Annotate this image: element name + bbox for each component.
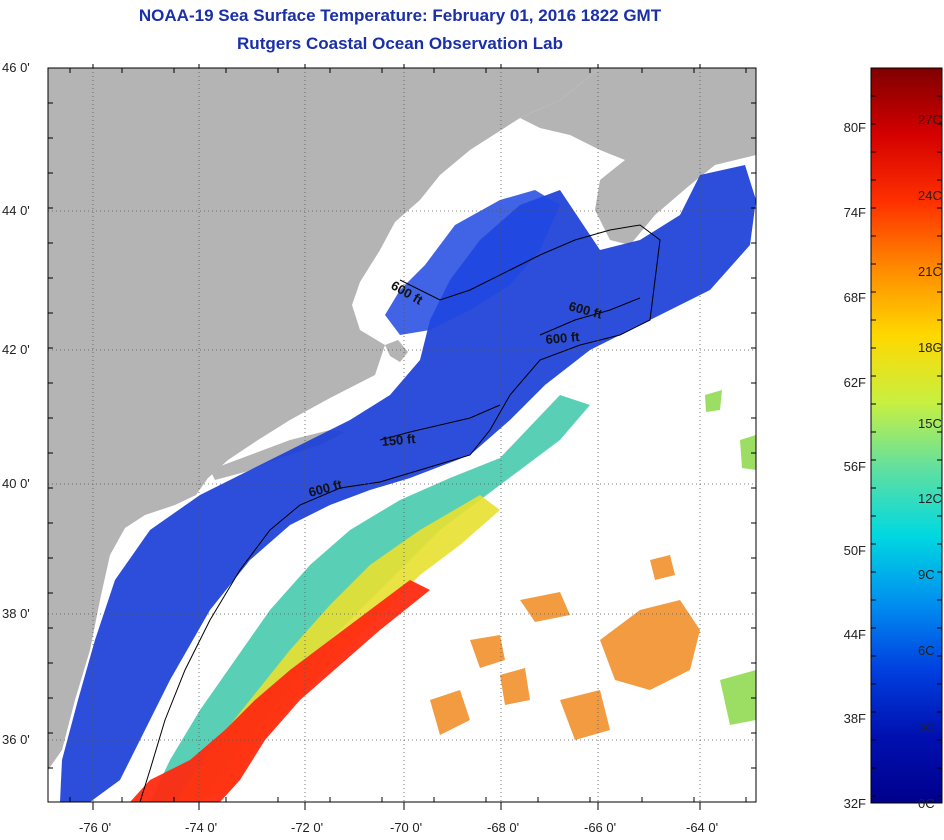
- colorbar-c-label: 21C: [918, 264, 942, 279]
- colorbar-f-label: 80F: [844, 120, 866, 135]
- axis-ticks: [48, 64, 756, 810]
- sst-green-patches: [705, 390, 756, 725]
- latitude-label: 42 0': [2, 342, 30, 357]
- colorbar-ticks: [871, 67, 942, 797]
- contour-label: 150 ft: [381, 431, 417, 449]
- colorbar-celsius-labels: 27C 24C 21C 18C 15C 12C 9C 6C 3C 0C: [918, 112, 942, 811]
- land-cape-cod: [385, 340, 408, 362]
- land-nova-scotia: [520, 68, 756, 245]
- colorbar-c-label: 18C: [918, 340, 942, 355]
- sst-orange-patches: [430, 555, 700, 740]
- latitude-label: 46 0': [2, 60, 30, 75]
- sst-warm-band: [130, 580, 430, 802]
- colorbar: [870, 67, 943, 804]
- contour-label: 600 ft: [545, 329, 581, 347]
- colorbar-c-label: 27C: [918, 112, 942, 127]
- colorbar-f-label: 74F: [844, 205, 866, 220]
- colorbar-f-label: 32F: [844, 796, 866, 811]
- longitude-label: -72 0': [291, 820, 323, 835]
- colorbar-c-label: 3C: [918, 720, 935, 735]
- sst-cold-gulf-maine: [385, 190, 560, 335]
- map-panel: [48, 68, 756, 802]
- longitude-labels: -76 0' -74 0' -72 0' -70 0' -68 0' -66 0' -64 …: [79, 820, 718, 835]
- land-mainland: [48, 68, 600, 770]
- longitude-label: -70 0': [390, 820, 422, 835]
- colorbar-f-label: 38F: [844, 711, 866, 726]
- longitude-label: -74 0': [185, 820, 217, 835]
- longitude-label: -66 0': [584, 820, 616, 835]
- map-title: NOAA-19 Sea Surface Temperature: Februar…: [138, 6, 662, 25]
- longitude-label: -76 0': [79, 820, 111, 835]
- longitude-label: -68 0': [487, 820, 519, 835]
- sst-cold-band: [60, 165, 756, 802]
- latitude-label: 44 0': [2, 203, 30, 218]
- colorbar-c-label: 6C: [918, 643, 935, 658]
- map-subtitle: Rutgers Coastal Ocean Observation Lab: [237, 34, 563, 53]
- latitude-label: 40 0': [2, 476, 30, 491]
- bathymetry-contours: [139, 224, 661, 802]
- colorbar-f-label: 56F: [844, 459, 866, 474]
- colorbar-c-label: 15C: [918, 416, 942, 431]
- colorbar-c-label: 9C: [918, 567, 935, 582]
- colorbar-f-label: 50F: [844, 543, 866, 558]
- latitude-label: 36 0': [2, 732, 30, 747]
- colorbar-f-label: 44F: [844, 627, 866, 642]
- colorbar-c-label: 24C: [918, 188, 942, 203]
- map-frame: [47, 67, 757, 803]
- colorbar-c-label: 12C: [918, 491, 942, 506]
- latitude-label: 38 0': [2, 606, 30, 621]
- colorbar-f-label: 68F: [844, 290, 866, 305]
- latitude-labels: 46 0' 44 0' 42 0' 40 0' 38 0' 36 0': [2, 60, 30, 747]
- longitude-label: -64 0': [686, 820, 718, 835]
- colorbar-fahrenheit-labels: 80F 74F 68F 62F 56F 50F 44F 38F 32F: [844, 120, 866, 811]
- colorbar-f-label: 62F: [844, 375, 866, 390]
- colorbar-c-label: 0C: [918, 796, 935, 811]
